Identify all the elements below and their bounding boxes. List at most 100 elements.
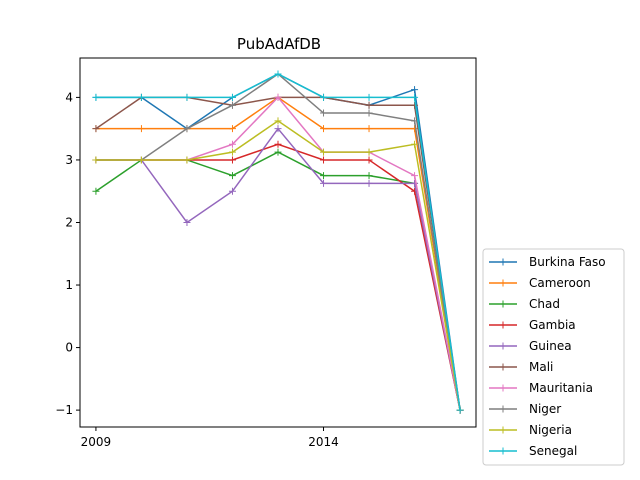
data-point: [228, 156, 236, 164]
legend-swatch-marker: [499, 342, 507, 350]
series-senegal: [92, 70, 464, 414]
data-point: [320, 109, 328, 117]
data-point: [320, 179, 328, 187]
legend-item: Senegal: [489, 444, 577, 458]
data-point: [274, 125, 282, 133]
legend-label: Nigeria: [529, 423, 572, 437]
data-point: [411, 140, 419, 148]
data-point: [92, 93, 100, 101]
data-point: [92, 187, 100, 195]
data-point: [320, 125, 328, 133]
data-point: [320, 156, 328, 164]
legend-item: Cameroon: [489, 276, 591, 290]
x-tick-label: 2014: [308, 435, 339, 449]
data-point: [411, 179, 419, 187]
series-guinea: [92, 125, 464, 414]
legend-label: Mali: [529, 360, 553, 374]
legend-label: Chad: [529, 297, 560, 311]
legend-label: Niger: [529, 402, 561, 416]
series-chad: [92, 148, 464, 414]
legend-label: Senegal: [529, 444, 577, 458]
data-point: [411, 172, 419, 180]
data-point: [411, 93, 419, 101]
legend-swatch-marker: [499, 363, 507, 371]
series-nigeria: [92, 117, 464, 414]
y-tick-label: 2: [65, 215, 73, 229]
series-line: [95, 73, 461, 411]
data-point: [365, 93, 373, 101]
data-point: [183, 156, 191, 164]
legend-swatch-marker: [499, 447, 507, 455]
legend-label: Cameroon: [529, 276, 591, 290]
legend-swatch-marker: [499, 258, 507, 266]
data-point: [365, 156, 373, 164]
data-point: [274, 140, 282, 148]
legend-swatch-marker: [499, 384, 507, 392]
data-point: [137, 156, 145, 164]
y-tick-label: 0: [65, 341, 73, 355]
y-tick-label: −1: [55, 403, 73, 417]
data-point: [411, 117, 419, 125]
legend-item: Burkina Faso: [489, 255, 606, 269]
axes: −1 0 1 2 3 4 2009 2014: [55, 90, 338, 449]
legend-item: Mauritania: [489, 381, 593, 395]
y-tick-label: 1: [65, 278, 73, 292]
legend-swatch-marker: [499, 321, 507, 329]
legend-item: Guinea: [489, 339, 572, 353]
data-point: [228, 148, 236, 156]
data-point: [274, 148, 282, 156]
legend-label: Mauritania: [529, 381, 593, 395]
data-point: [320, 93, 328, 101]
series-layer: [92, 70, 464, 414]
legend-label: Guinea: [529, 339, 572, 353]
legend-item: Gambia: [489, 318, 576, 332]
data-point: [183, 125, 191, 133]
data-point: [228, 93, 236, 101]
legend-swatch-marker: [499, 279, 507, 287]
data-point: [411, 86, 419, 94]
series-line: [95, 143, 461, 411]
legend-item: Niger: [489, 402, 561, 416]
legend-label: Gambia: [529, 318, 576, 332]
series-line: [95, 119, 461, 411]
data-point: [137, 125, 145, 133]
data-point: [365, 148, 373, 156]
data-point: [411, 101, 419, 109]
data-point: [274, 70, 282, 78]
data-point: [365, 172, 373, 180]
series-line: [95, 73, 461, 411]
data-point: [137, 93, 145, 101]
legend-item: Chad: [489, 297, 560, 311]
data-point: [228, 172, 236, 180]
series-line: [95, 151, 461, 411]
data-point: [228, 187, 236, 195]
legend-swatch-marker: [499, 405, 507, 413]
series-line: [95, 73, 461, 411]
y-tick-label: 3: [65, 153, 73, 167]
data-point: [274, 117, 282, 125]
y-tick-label: 4: [65, 90, 73, 104]
legend-item: Nigeria: [489, 423, 572, 437]
data-point: [320, 148, 328, 156]
chart-title: PubAdAfDB: [237, 35, 321, 53]
legend-frame: [482, 248, 625, 466]
data-point: [183, 93, 191, 101]
data-point: [365, 101, 373, 109]
data-point: [274, 93, 282, 101]
data-point: [92, 156, 100, 164]
data-point: [92, 125, 100, 133]
data-point: [228, 140, 236, 148]
plot-frame: [79, 57, 477, 428]
legend-label: Burkina Faso: [529, 255, 606, 269]
data-point: [411, 125, 419, 133]
data-point: [183, 218, 191, 226]
data-point: [228, 101, 236, 109]
data-point: [228, 125, 236, 133]
data-point: [320, 172, 328, 180]
data-point: [365, 125, 373, 133]
data-point: [365, 109, 373, 117]
data-point: [456, 406, 464, 414]
x-tick-label: 2009: [81, 435, 112, 449]
legend: Burkina Faso Cameroon Chad Gambia Guinea Mali…: [482, 248, 625, 466]
